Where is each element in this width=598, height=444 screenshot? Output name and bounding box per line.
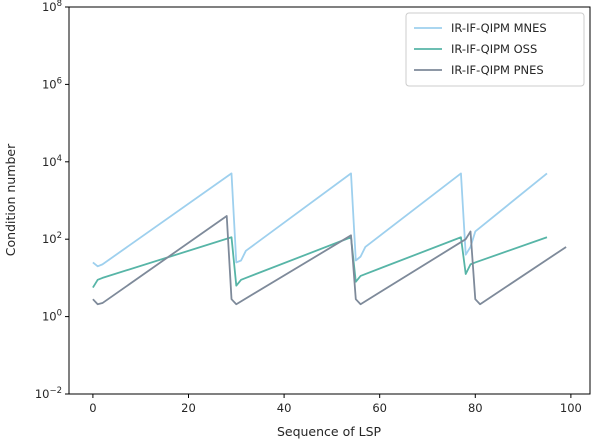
y-tick-label: 104 — [42, 154, 62, 169]
series-line-1 — [92, 172, 548, 268]
legend-box — [405, 12, 585, 87]
legend: IR-IF-QIPM MNES IR-IF-QIPM OSS IR-IF-QIPM … — [405, 12, 585, 87]
x-tick-label: 100 — [560, 401, 582, 415]
plot-frame — [68, 6, 591, 395]
series-line-3 — [92, 215, 567, 306]
legend-label: IR-IF-QIPM PNES — [451, 63, 544, 77]
y-tick-label: 106 — [42, 76, 62, 91]
x-axis: 0 20 40 60 80 100 — [89, 394, 582, 415]
legend-label: IR-IF-QIPM OSS — [451, 42, 537, 56]
series-layer — [92, 172, 567, 306]
x-tick-label: 0 — [89, 401, 96, 415]
y-tick-label: 102 — [42, 231, 62, 246]
x-tick-label: 60 — [372, 401, 387, 415]
legend-label: IR-IF-QIPM MNES — [451, 21, 547, 35]
x-tick-label: 80 — [468, 401, 483, 415]
y-tick-label: 108 — [42, 0, 62, 14]
y-axis: 10−2 100 102 104 106 108 — [35, 0, 69, 401]
y-axis-label: Condition number — [3, 143, 18, 256]
x-tick-label: 20 — [181, 401, 196, 415]
y-tick-label: 10−2 — [35, 386, 62, 401]
y-tick-label: 100 — [42, 309, 62, 324]
x-axis-label: Sequence of LSP — [277, 424, 382, 439]
x-tick-label: 40 — [277, 401, 292, 415]
